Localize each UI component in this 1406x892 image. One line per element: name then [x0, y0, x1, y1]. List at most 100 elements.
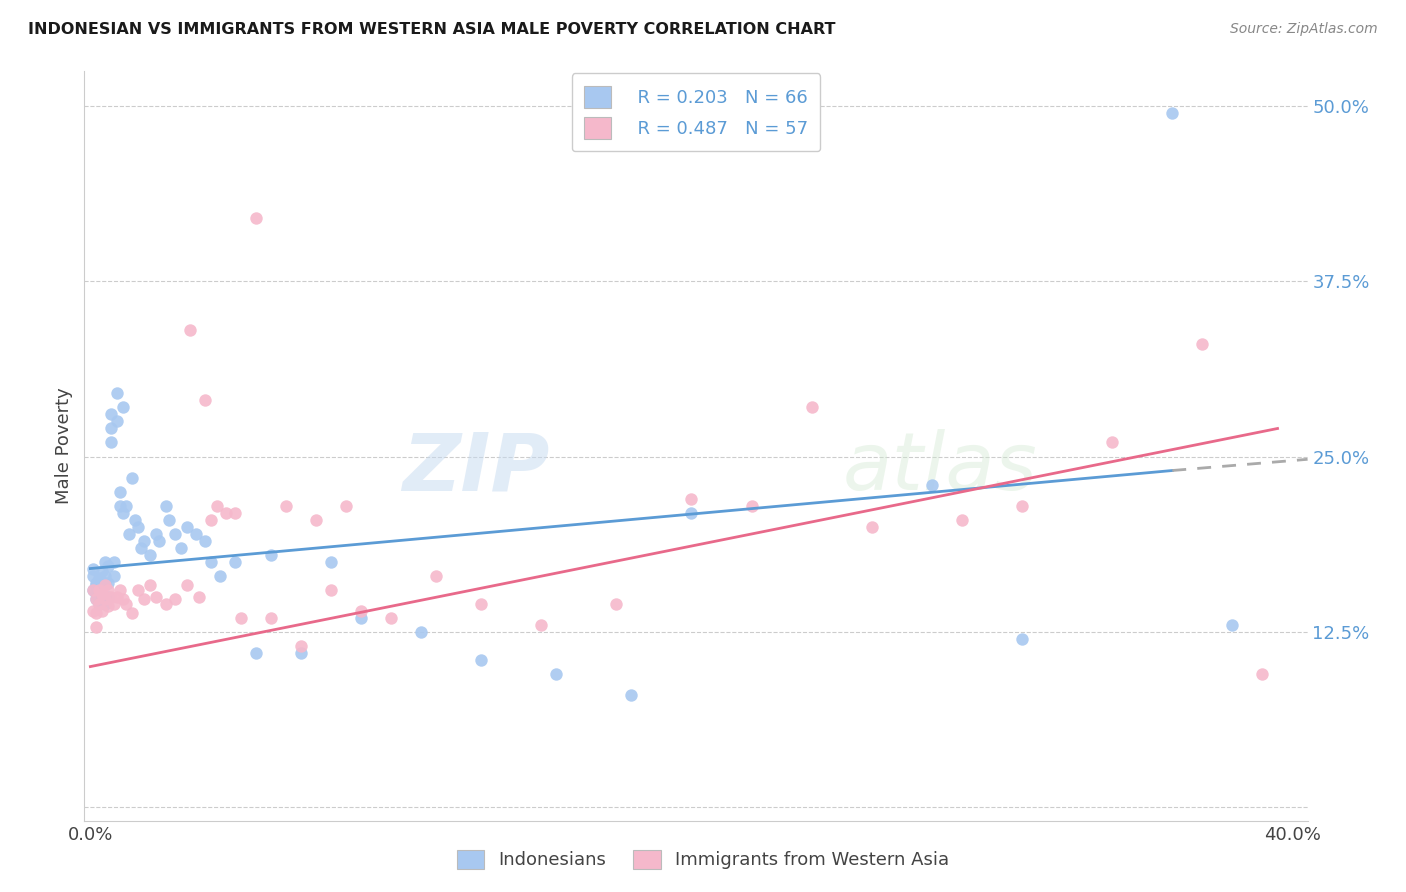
Point [229, 610, 252, 624]
Point [1191, 337, 1213, 351]
Text: Source: ZipAtlas.com: Source: ZipAtlas.com [1230, 22, 1378, 37]
Point [112, 401, 135, 415]
Point [350, 603, 373, 617]
Point [82, 582, 104, 597]
Point [127, 519, 149, 533]
Point [200, 555, 222, 569]
Point [208, 568, 231, 582]
Point [94, 575, 117, 590]
Point [91, 578, 114, 592]
Point [94, 597, 117, 611]
Point [82, 568, 104, 582]
Point [155, 597, 177, 611]
Point [205, 499, 228, 513]
Point [112, 592, 135, 607]
Y-axis label: Male Poverty: Male Poverty [55, 388, 73, 504]
Point [145, 526, 167, 541]
Point [97, 590, 120, 604]
Point [86, 587, 108, 601]
Point [157, 512, 180, 526]
Point [94, 568, 117, 582]
Point [97, 599, 120, 614]
Point [100, 590, 122, 604]
Point [290, 639, 312, 653]
Point [94, 592, 117, 607]
Text: ZIP: ZIP [402, 429, 550, 508]
Point [100, 408, 122, 422]
Point [214, 506, 236, 520]
Point [91, 565, 114, 579]
Point [89, 582, 111, 597]
Point [89, 590, 111, 604]
Text: INDONESIAN VS IMMIGRANTS FROM WESTERN ASIA MALE POVERTY CORRELATION CHART: INDONESIAN VS IMMIGRANTS FROM WESTERN AS… [28, 22, 835, 37]
Legend: Indonesians, Immigrants from Western Asia: Indonesians, Immigrants from Western Asi… [449, 841, 957, 879]
Point [86, 607, 108, 621]
Point [169, 541, 191, 555]
Point [107, 386, 129, 401]
Point [155, 499, 177, 513]
Point [91, 603, 114, 617]
Point [470, 597, 492, 611]
Point [86, 592, 108, 607]
Point [82, 603, 104, 617]
Point [176, 519, 198, 533]
Point [260, 610, 283, 624]
Point [681, 491, 703, 506]
Point [274, 499, 297, 513]
Point [89, 597, 111, 611]
Point [110, 484, 132, 499]
Point [1161, 106, 1184, 120]
Point [681, 506, 703, 520]
Point [134, 592, 156, 607]
Point [86, 620, 108, 634]
Point [194, 533, 217, 548]
Point [97, 575, 120, 590]
Point [91, 592, 114, 607]
Point [305, 512, 328, 526]
Point [118, 526, 141, 541]
Point [103, 555, 125, 569]
Point [176, 578, 198, 592]
Point [921, 477, 943, 491]
Point [131, 541, 153, 555]
Point [86, 578, 108, 592]
Point [605, 597, 627, 611]
Point [335, 499, 357, 513]
Point [1251, 666, 1274, 681]
Point [620, 688, 643, 702]
Point [100, 435, 122, 450]
Point [148, 533, 170, 548]
Point [94, 578, 117, 592]
Point [127, 582, 149, 597]
Point [124, 512, 146, 526]
Point [112, 506, 135, 520]
Point [134, 533, 156, 548]
Point [1011, 499, 1033, 513]
Point [89, 582, 111, 597]
Point [115, 499, 138, 513]
Point [224, 506, 246, 520]
Point [1222, 617, 1244, 632]
Point [86, 575, 108, 590]
Point [224, 555, 246, 569]
Point [319, 555, 342, 569]
Point [121, 607, 143, 621]
Point [380, 610, 402, 624]
Point [530, 617, 553, 632]
Point [97, 558, 120, 573]
Point [260, 548, 283, 562]
Point [97, 582, 120, 597]
Point [94, 555, 117, 569]
Point [860, 519, 883, 533]
Point [107, 415, 129, 429]
Point [1101, 435, 1123, 450]
Point [184, 526, 207, 541]
Point [110, 582, 132, 597]
Point [546, 666, 568, 681]
Point [89, 597, 111, 611]
Point [110, 499, 132, 513]
Point [245, 646, 267, 660]
Point [950, 512, 973, 526]
Point [103, 568, 125, 582]
Point [115, 597, 138, 611]
